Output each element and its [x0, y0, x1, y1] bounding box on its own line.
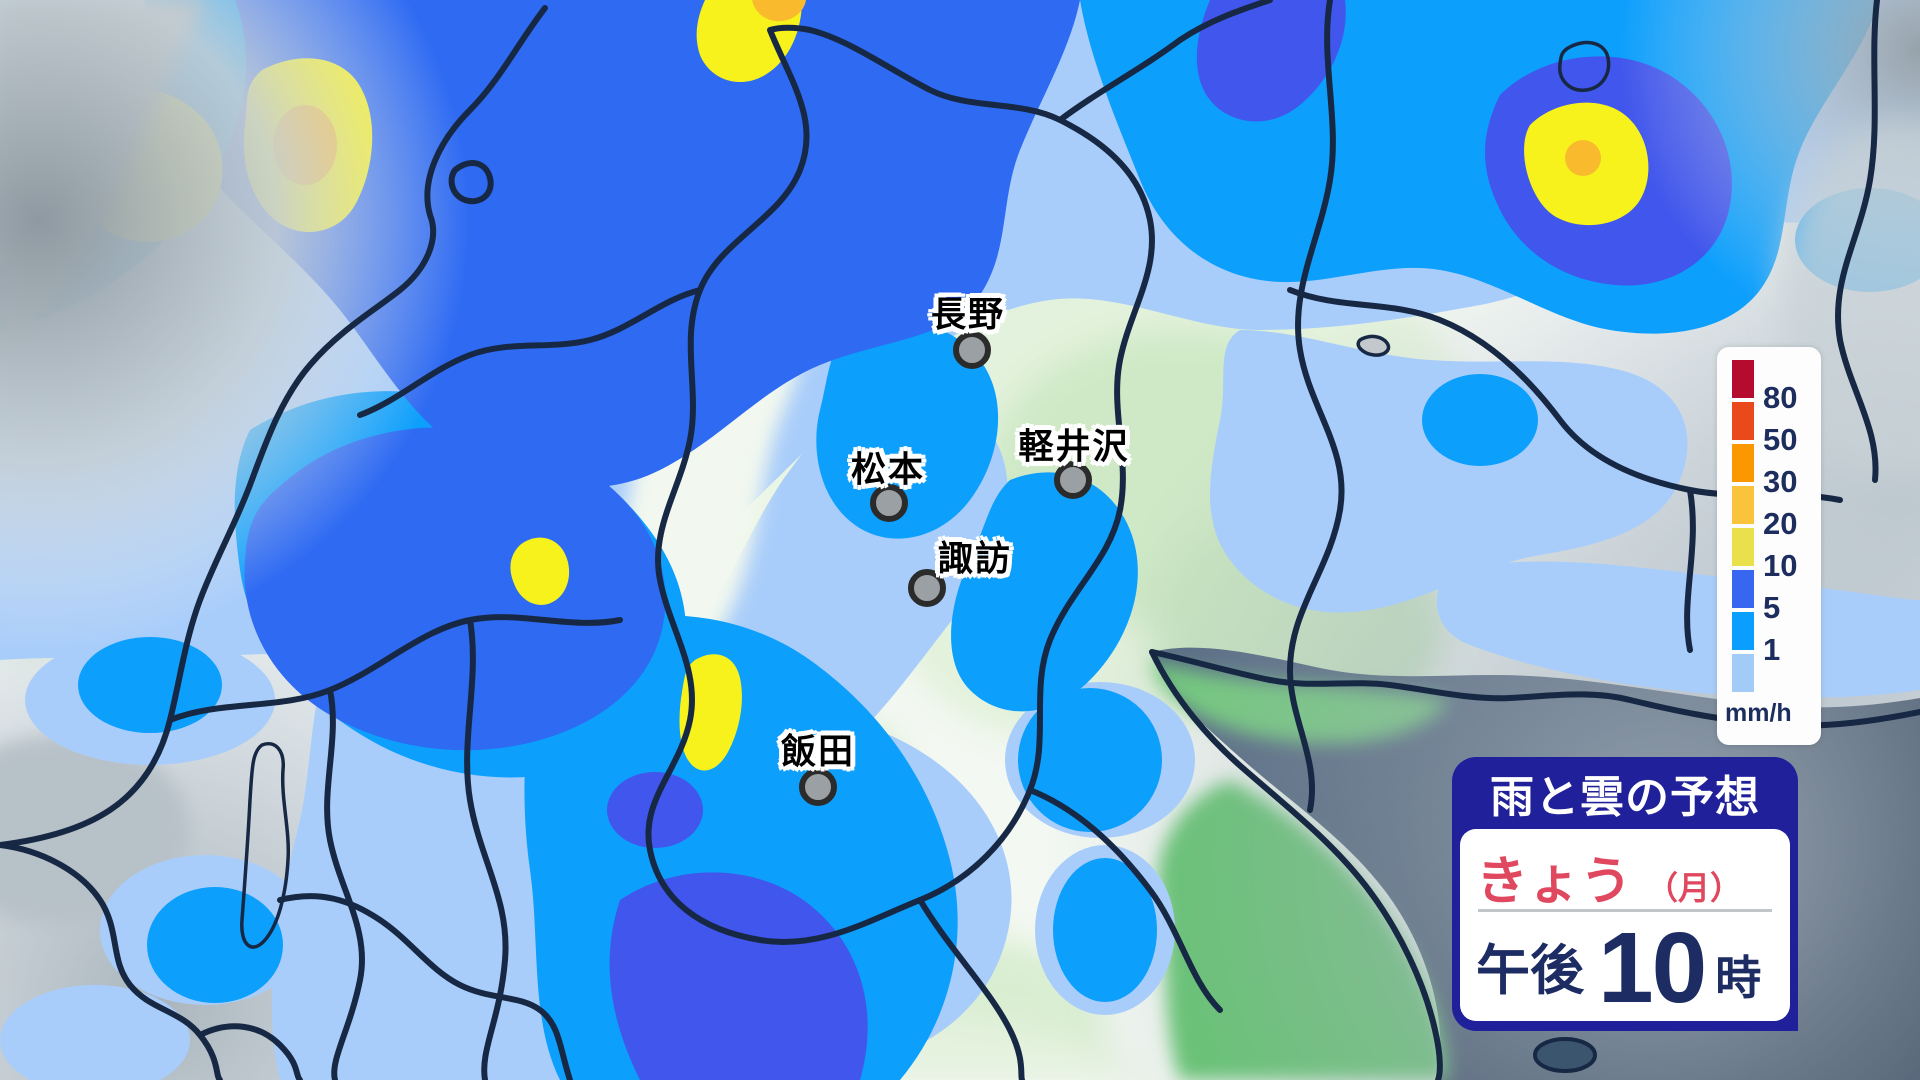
day-of-week-label: （月）: [1646, 870, 1743, 906]
lakes: [240, 40, 1611, 949]
panel-body: きょう （月） 午後 10 時: [1460, 829, 1790, 1021]
city-label: 飯田: [780, 732, 856, 772]
time-suffix-label: 時: [1715, 952, 1762, 1004]
legend-threshold-label: 50: [1763, 422, 1798, 457]
legend-threshold-label: 1: [1763, 632, 1781, 667]
legend-threshold-label: 30: [1763, 464, 1798, 499]
city-label: 松本: [850, 450, 926, 490]
precipitation-legend: 80 50 30 20 10 5 1 mm/h: [1717, 347, 1821, 745]
legend-threshold-label: 80: [1763, 380, 1798, 415]
city-marker: [953, 331, 991, 369]
legend-color-block: [1732, 486, 1754, 524]
legend-color-block: [1732, 402, 1754, 440]
legend-color-block: [1732, 528, 1754, 566]
day-label: きょう: [1476, 853, 1633, 911]
city-marker: [799, 768, 837, 806]
legend-unit-label: mm/h: [1725, 699, 1792, 727]
legend-color-block: [1732, 360, 1754, 398]
legend-threshold-label: 10: [1763, 548, 1798, 583]
legend-threshold-label: 20: [1763, 506, 1798, 541]
forecast-panel: 雨と雲の予想 きょう （月） 午後 10 時: [1452, 757, 1798, 1031]
city-label: 長野: [930, 295, 1006, 335]
city-marker: [870, 484, 908, 522]
cloud-overlayer: [0, 0, 1920, 650]
legend-color-block: [1732, 612, 1754, 650]
day-row: きょう （月）: [1476, 839, 1774, 911]
city-label: 軽井沢: [1018, 427, 1130, 467]
legend-threshold-label: 5: [1763, 590, 1781, 625]
city-label: 諏訪: [937, 539, 1013, 579]
time-row: 午後 10 時: [1476, 912, 1774, 1024]
panel-divider: [1478, 909, 1772, 912]
city-marker: [1054, 461, 1092, 499]
time-prefix-label: 午後: [1476, 941, 1584, 1001]
panel-title: 雨と雲の予想: [1490, 773, 1760, 822]
legend-color-block: [1732, 444, 1754, 482]
legend-color-block: [1732, 570, 1754, 608]
city-marker: [908, 569, 946, 607]
time-value: 10: [1598, 912, 1707, 1024]
legend-color-block: [1732, 654, 1754, 692]
